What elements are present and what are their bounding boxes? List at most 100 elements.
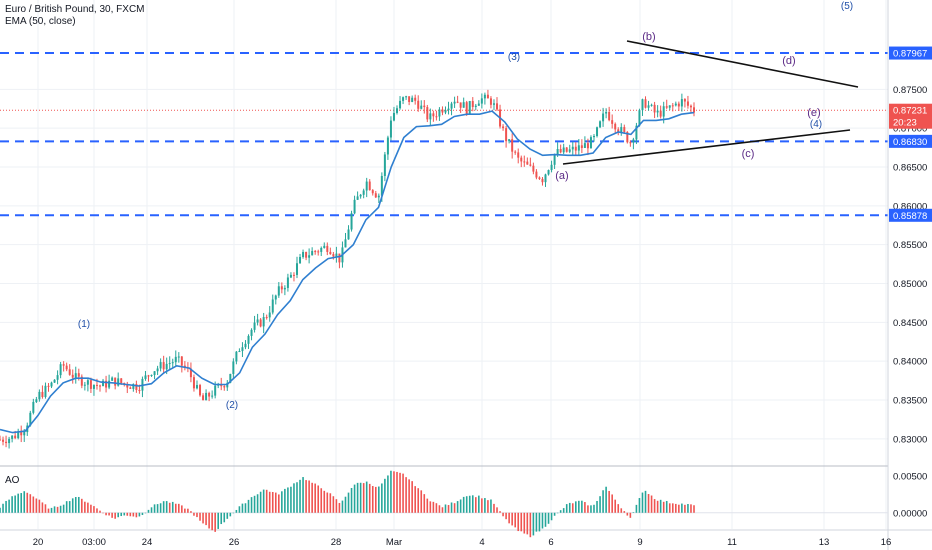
ao-bar (217, 512, 220, 529)
candle-body (550, 164, 553, 171)
triangle-lower-line[interactable] (562, 129, 851, 165)
candle-body (471, 101, 474, 107)
candle-body (320, 247, 323, 252)
candle-body (635, 125, 638, 140)
ao-bar (11, 496, 13, 513)
ao-bar (287, 487, 289, 513)
ao-bar (405, 477, 407, 513)
wave-label-4[interactable]: (4) (810, 119, 822, 130)
candle-body (299, 257, 302, 264)
candle-body (50, 382, 53, 387)
price-axis-box (889, 46, 932, 60)
wave-label-5[interactable]: (5) (841, 1, 853, 12)
wave-label-d[interactable]: (d) (782, 55, 795, 67)
ao-bar (623, 511, 626, 513)
ao-bar (311, 482, 313, 513)
candle-body (171, 362, 174, 364)
price-axis-box (889, 208, 932, 222)
candle-body (95, 384, 98, 386)
candle-body (574, 146, 577, 151)
ao-bar (350, 488, 353, 513)
price-tick-label: 0.85000 (893, 279, 927, 290)
time-tick-label: Mar (386, 537, 402, 548)
candle-body (583, 143, 586, 148)
wave-label-3[interactable]: (3) (508, 52, 520, 63)
triangle-upper-line[interactable] (626, 40, 859, 88)
ao-bar (435, 503, 438, 513)
ema-legend[interactable]: EMA (50, close) (5, 16, 76, 27)
ao-price-axis[interactable]: 0.00500 0.00000 (893, 471, 927, 519)
wave-label-b[interactable]: (b) (642, 31, 655, 43)
wave-label-c[interactable]: (c) (742, 148, 755, 160)
ao-bar (74, 497, 77, 513)
ao-bar (296, 482, 298, 513)
ao-bar (211, 512, 213, 531)
candle-body (308, 255, 311, 258)
candle-body (211, 395, 214, 397)
wave-label-2[interactable]: (2) (226, 400, 238, 411)
wave-label-a[interactable]: (a) (555, 170, 568, 182)
ao-bar (550, 512, 553, 521)
candle-body (292, 274, 295, 276)
ao-bar (284, 488, 286, 513)
ao-bar (329, 493, 332, 513)
time-axis[interactable]: 20 03:00 24 26 28 Mar 4 6 9 11 13 16 (33, 537, 892, 548)
ema-line (0, 110, 695, 434)
ao-bar (159, 503, 162, 513)
horizontal-levels[interactable] (0, 52, 888, 217)
time-tick-label: 28 (331, 537, 342, 548)
price-axis-box-label: 0.87231 (893, 106, 927, 117)
candle-body (565, 147, 568, 152)
ao-bar (344, 496, 347, 513)
candle-body (114, 377, 117, 386)
ao-bar (202, 512, 204, 524)
wave-labels[interactable]: (1) (2) (3) (a) (b) (c) (d) (e) (4) (5) (78, 1, 853, 411)
candle-body (689, 105, 692, 108)
candle-body (68, 369, 71, 375)
candle-body (102, 380, 105, 387)
ao-bar (341, 500, 344, 513)
ao-bar (2, 503, 4, 513)
ao-bar (505, 512, 507, 520)
wave-label-1[interactable]: (1) (78, 319, 90, 330)
price-axis-box-label: 20:23 (893, 118, 917, 129)
ao-bar (332, 496, 335, 513)
price-axis[interactable]: 0.83000 0.83500 0.84000 0.84500 0.85000 0.855… (893, 85, 927, 446)
candle-body (480, 98, 483, 104)
ao-bar (490, 499, 492, 513)
ao-bar (690, 504, 692, 513)
candle-body (653, 104, 656, 113)
ao-bar (559, 510, 562, 513)
ao-bar (571, 503, 574, 513)
ao-bar (238, 506, 241, 513)
candle-body (414, 97, 417, 101)
ao-bar (214, 512, 216, 532)
ao-bar (14, 495, 16, 513)
candle-body (208, 392, 211, 397)
candle-body (135, 383, 138, 390)
time-tick-label: 9 (637, 537, 642, 548)
ao-bar (678, 504, 680, 513)
ao-bar (662, 501, 665, 513)
ao-bar (150, 507, 153, 513)
ao-bar (220, 512, 223, 525)
triangle-pattern[interactable] (562, 40, 859, 165)
candle-body (371, 190, 374, 194)
candle-body (447, 108, 450, 111)
symbol-title[interactable]: Euro / British Pound, 30, FXCM (5, 4, 145, 15)
candle-body (177, 356, 180, 358)
candle-body (468, 101, 471, 114)
candle-body (89, 380, 92, 389)
ao-bar (0, 507, 1, 513)
ao-bar (675, 503, 677, 513)
ao-bar (187, 508, 189, 513)
ao-bar (611, 494, 613, 513)
wave-label-e[interactable]: (e) (807, 107, 820, 119)
candle-body (53, 379, 56, 383)
ao-label: AO (5, 475, 20, 486)
ao-bar (26, 492, 29, 513)
ao-bar (484, 498, 486, 513)
candle-body (492, 103, 495, 105)
price-axis-box-label: 0.87967 (893, 49, 927, 60)
